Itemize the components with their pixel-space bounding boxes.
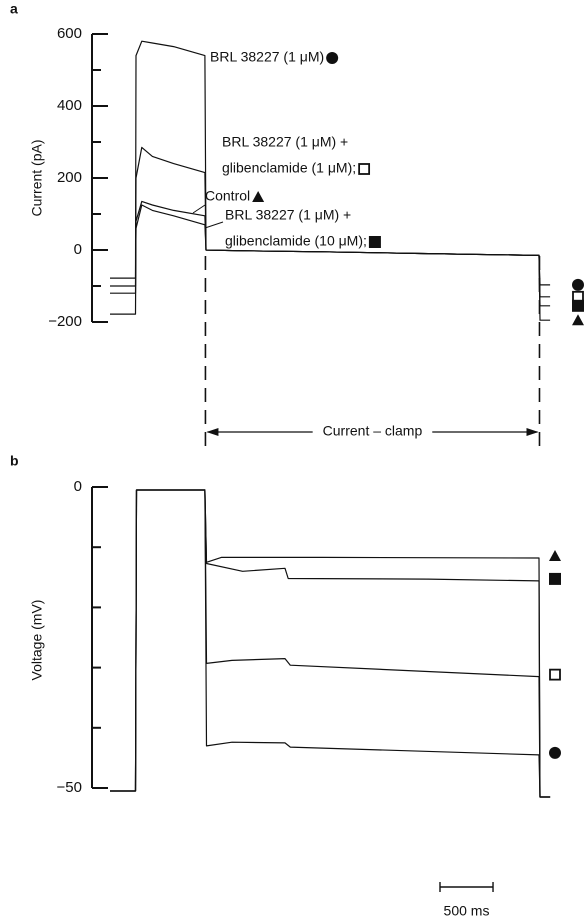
arrow-head (206, 428, 219, 436)
trace-label: BRL 38227 (1 μM) + (222, 134, 348, 150)
trace-label: glibenclamide (10 μM); (225, 233, 367, 249)
end-marker (549, 668, 561, 681)
end-marker (572, 278, 584, 291)
trace (110, 204, 551, 307)
trace-label: Control (205, 188, 250, 204)
label-marker (326, 52, 339, 64)
end-marker (572, 299, 584, 312)
end-marker (549, 572, 561, 585)
label-marker (368, 236, 381, 248)
clamp-label: Current – clamp (323, 423, 423, 439)
y-tick-label: 0 (74, 478, 82, 495)
y-axis-label: Current (pA) (29, 139, 45, 216)
label-marker (252, 191, 265, 202)
trace-label: BRL 38227 (1 μM) + (225, 207, 351, 223)
label-marker (358, 163, 371, 175)
arrow-head (526, 428, 539, 436)
leader-line (204, 221, 224, 229)
trace-label: glibenclamide (1 μM); (222, 160, 356, 176)
panel-label: a (10, 1, 18, 17)
end-marker (549, 746, 561, 759)
trace-label: BRL 38227 (1 μM) (210, 49, 324, 65)
y-axis-label: Voltage (mV) (29, 600, 45, 681)
end-marker (549, 550, 561, 562)
y-tick-label: 400 (57, 97, 82, 114)
trace (110, 489, 551, 798)
y-tick-label: 600 (57, 25, 82, 42)
trace (110, 489, 551, 798)
scale-bar-label: 500 ms (444, 903, 490, 919)
trace (110, 489, 551, 798)
panel-label: b (10, 453, 19, 469)
y-tick-label: 200 (57, 169, 82, 186)
trace (110, 489, 551, 798)
y-tick-label: −50 (57, 779, 82, 796)
end-marker (572, 314, 584, 326)
leader-line (192, 204, 206, 214)
y-tick-label: 0 (74, 241, 82, 258)
y-tick-label: −200 (48, 313, 82, 330)
